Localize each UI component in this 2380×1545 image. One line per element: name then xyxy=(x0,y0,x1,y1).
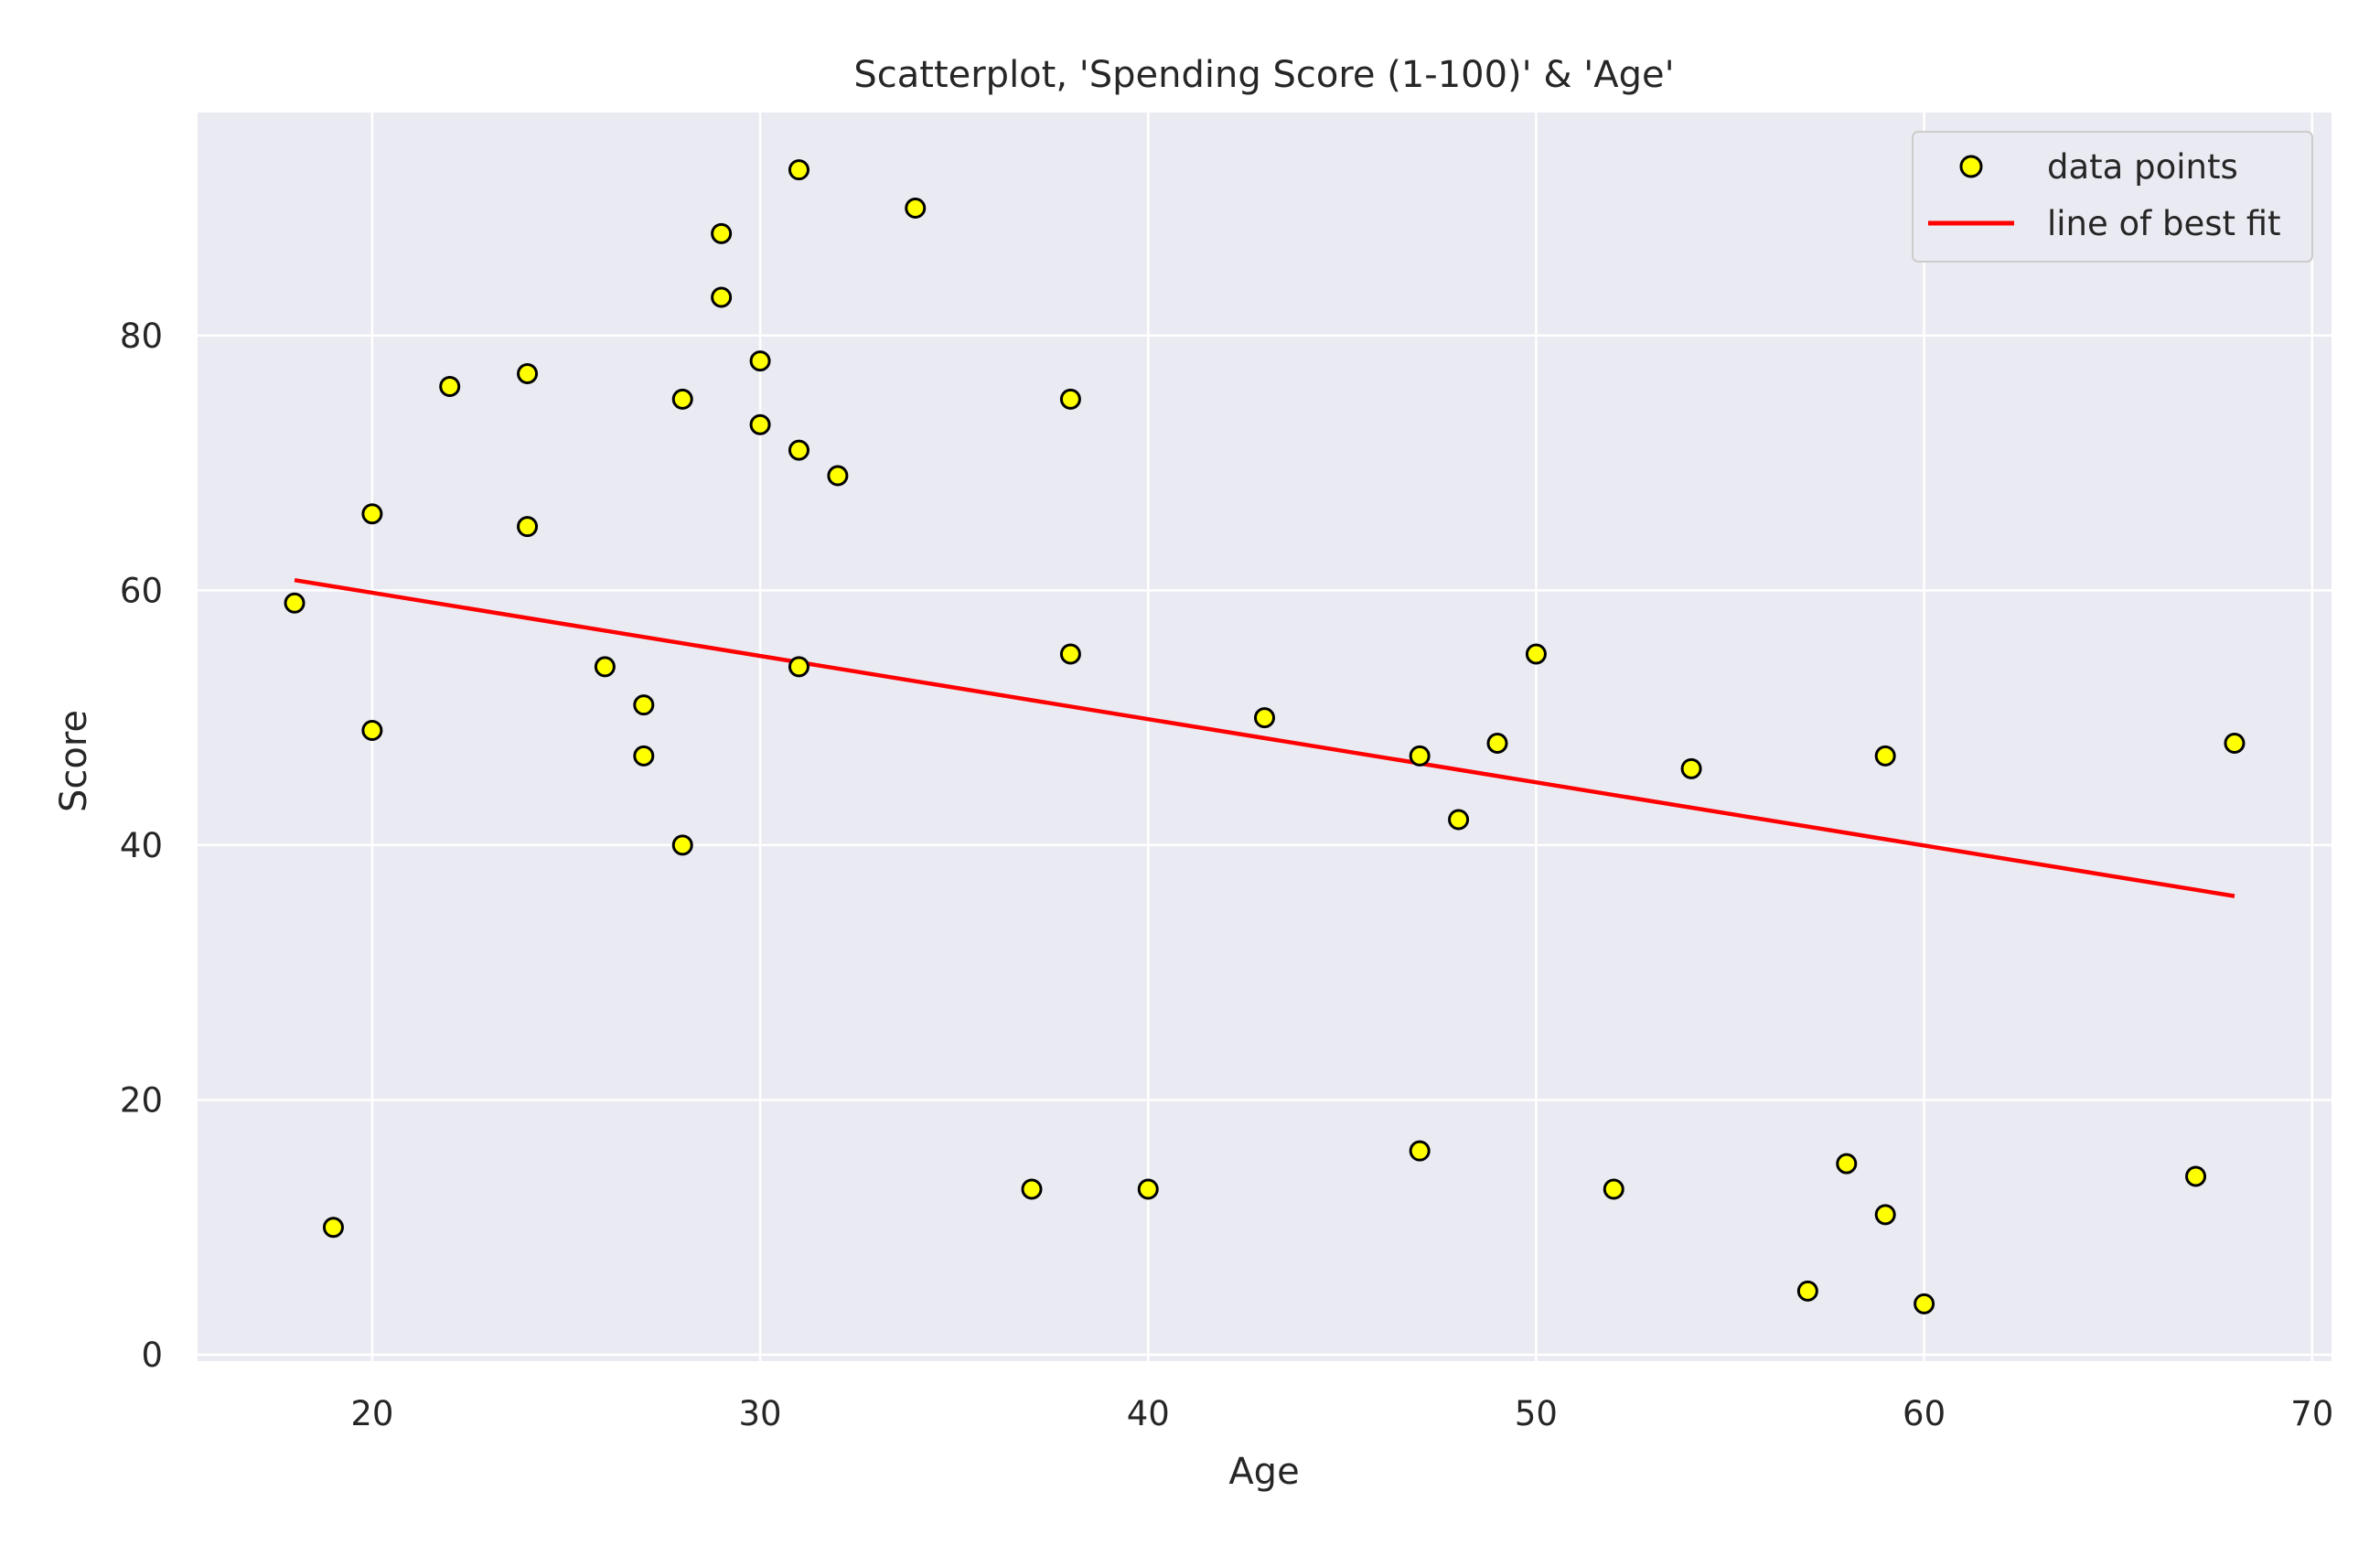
data-point xyxy=(671,388,693,410)
data-point xyxy=(1021,1178,1043,1200)
fit-line-layer xyxy=(294,577,2235,898)
data-point xyxy=(788,159,809,181)
x-tick-label: 50 xyxy=(1515,1394,1558,1433)
data-point xyxy=(1680,757,1702,779)
data-point xyxy=(749,350,771,372)
data-point xyxy=(1525,643,1547,665)
data-point xyxy=(1409,745,1431,767)
data-point xyxy=(711,286,733,308)
data-point xyxy=(1874,745,1896,767)
legend: data points line of best fit xyxy=(1912,131,2313,263)
legend-label-data-points: data points xyxy=(2047,147,2238,187)
data-point xyxy=(1137,1178,1159,1200)
data-point xyxy=(517,363,539,385)
data-point xyxy=(788,439,809,461)
data-point xyxy=(1486,732,1508,754)
data-point xyxy=(1836,1153,1858,1175)
data-point xyxy=(2185,1165,2207,1187)
data-point xyxy=(827,465,849,487)
data-point xyxy=(633,745,655,767)
x-axis-label: Age xyxy=(1228,1451,1299,1493)
data-point xyxy=(1796,1280,1818,1302)
x-tick-label: 20 xyxy=(350,1394,393,1433)
data-point xyxy=(788,656,809,678)
x-tick-label: 30 xyxy=(739,1394,782,1433)
data-point xyxy=(1603,1178,1624,1200)
y-tick-label: 60 xyxy=(120,571,163,610)
data-point xyxy=(1914,1293,1935,1314)
data-point xyxy=(322,1217,344,1239)
data-point xyxy=(1254,707,1275,729)
y-axis-label: Score xyxy=(53,710,95,812)
data-point xyxy=(594,656,616,678)
data-point xyxy=(439,375,461,397)
data-point xyxy=(1059,643,1081,665)
data-point xyxy=(1409,1140,1431,1162)
x-tick-label: 70 xyxy=(2290,1394,2333,1433)
data-point xyxy=(361,720,383,742)
y-tick-label: 80 xyxy=(120,317,163,356)
data-point xyxy=(2224,732,2246,754)
data-point xyxy=(1448,809,1470,831)
data-point xyxy=(517,516,539,538)
data-point xyxy=(905,197,927,219)
tick-labels: 20 30 40 50 60 70 0 20 40 60 80 xyxy=(120,317,2333,1433)
data-point xyxy=(671,834,693,856)
data-point xyxy=(361,503,383,525)
data-point xyxy=(1059,388,1081,410)
line-of-best-fit xyxy=(294,577,2235,898)
legend-label-best-fit: line of best fit xyxy=(2047,204,2281,243)
y-tick-label: 0 xyxy=(141,1336,163,1375)
data-point xyxy=(749,413,771,435)
grid-lines xyxy=(198,113,2332,1361)
data-point xyxy=(1874,1204,1896,1226)
y-tick-label: 20 xyxy=(120,1080,163,1120)
chart-title: Scatterplot, 'Spending Score (1-100)' & … xyxy=(853,54,1674,96)
legend-scatter-marker xyxy=(1959,155,1983,178)
data-points-layer xyxy=(284,159,2246,1314)
data-point xyxy=(633,694,655,716)
x-tick-label: 40 xyxy=(1127,1394,1170,1433)
data-point xyxy=(711,222,733,244)
y-tick-label: 40 xyxy=(120,826,163,865)
data-point xyxy=(284,592,306,614)
x-tick-label: 60 xyxy=(1903,1394,1946,1433)
legend-box xyxy=(1912,131,2313,263)
